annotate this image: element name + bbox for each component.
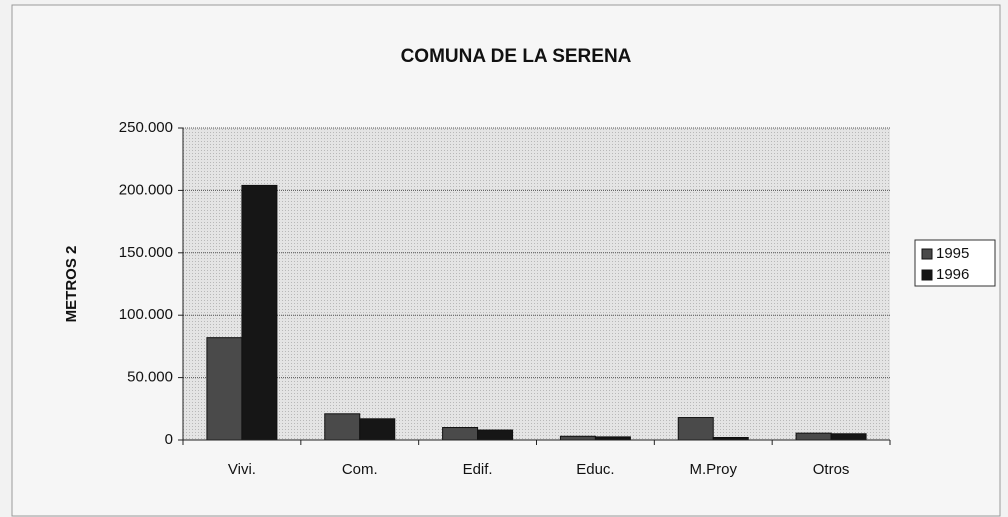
legend-label: 1996 <box>936 266 969 283</box>
bar <box>442 427 479 441</box>
plot-area <box>183 128 890 440</box>
legend-swatch <box>921 248 933 260</box>
x-tick-label: Edif. <box>463 461 493 478</box>
bar <box>677 417 714 441</box>
bar <box>830 433 867 441</box>
y-tick-label: 150.000 <box>119 244 173 261</box>
x-tick-label: M.Proy <box>689 461 737 478</box>
bar <box>241 184 278 441</box>
x-tick-label: Vivi. <box>228 461 256 478</box>
bar <box>359 418 396 441</box>
y-tick-label: 50.000 <box>127 369 173 386</box>
bar <box>477 429 514 441</box>
y-tick-label: 0 <box>165 431 173 448</box>
bar <box>324 413 361 441</box>
y-tick-label: 250.000 <box>119 119 173 136</box>
bar <box>795 432 832 441</box>
bar <box>559 435 596 441</box>
legend-swatch <box>921 269 933 281</box>
bar <box>206 337 243 441</box>
y-tick-label: 100.000 <box>119 306 173 323</box>
x-tick-label: Educ. <box>576 461 614 478</box>
y-tick-label: 200.000 <box>119 181 173 198</box>
x-tick-label: Com. <box>342 461 378 478</box>
chart-title: COMUNA DE LA SERENA <box>401 46 632 67</box>
x-tick-label: Otros <box>813 461 850 478</box>
y-axis-label: METROS 2 <box>63 246 80 323</box>
legend-label: 1995 <box>936 245 969 262</box>
